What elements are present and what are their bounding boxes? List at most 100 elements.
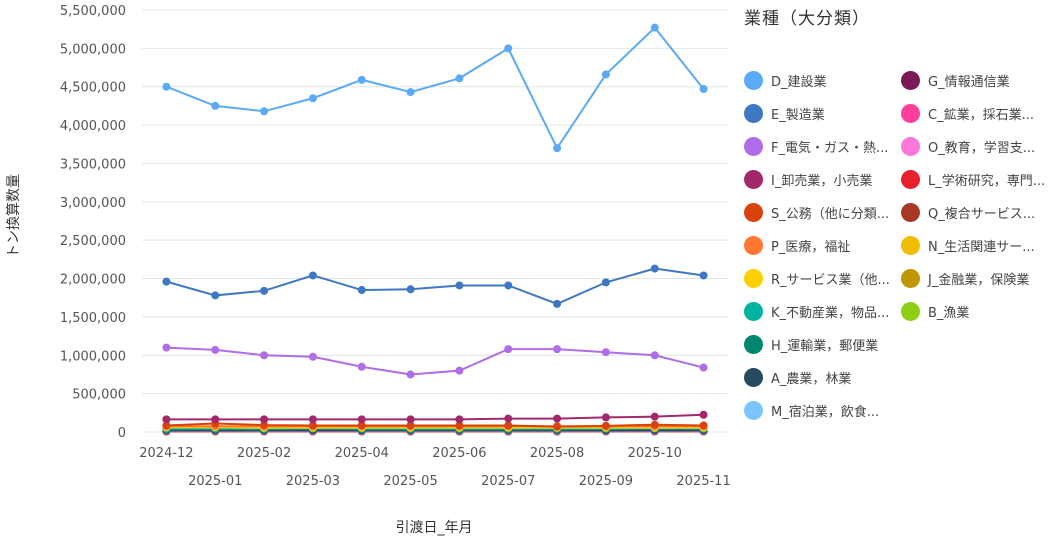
data-point[interactable] bbox=[601, 413, 610, 422]
legend-item[interactable]: L_学術研究，専門... bbox=[901, 163, 1058, 196]
legend-item[interactable]: H_運輸業，郵便業 bbox=[744, 328, 901, 361]
y-tick-label: 2,000,000 bbox=[60, 273, 126, 288]
data-point[interactable] bbox=[162, 343, 171, 352]
data-point[interactable] bbox=[553, 414, 562, 423]
legend-item[interactable]: R_サービス業（他... bbox=[744, 262, 901, 295]
legend-item[interactable]: J_金融業，保険業 bbox=[901, 262, 1058, 295]
legend-color-swatch bbox=[744, 335, 763, 354]
data-point[interactable] bbox=[406, 88, 415, 97]
data-point[interactable] bbox=[553, 345, 562, 354]
data-point[interactable] bbox=[601, 348, 610, 357]
data-point[interactable] bbox=[162, 415, 171, 424]
series-line[interactable] bbox=[162, 410, 708, 424]
series-line[interactable] bbox=[162, 343, 708, 379]
legend-item[interactable]: B_漁業 bbox=[901, 295, 1058, 328]
data-point[interactable] bbox=[504, 44, 513, 53]
data-point[interactable] bbox=[260, 107, 269, 116]
legend-item[interactable]: K_不動産業，物品... bbox=[744, 295, 901, 328]
legend-color-swatch bbox=[744, 269, 763, 288]
x-tick-label: 2025-02 bbox=[237, 446, 291, 461]
legend-item[interactable]: M_宿泊業，飲食... bbox=[744, 394, 901, 427]
data-point[interactable] bbox=[308, 271, 317, 280]
data-point[interactable] bbox=[260, 421, 269, 430]
data-point[interactable] bbox=[357, 286, 366, 295]
data-point[interactable] bbox=[553, 144, 562, 153]
data-point[interactable] bbox=[162, 277, 171, 286]
legend-item[interactable]: A_農業，林業 bbox=[744, 361, 901, 394]
legend-item[interactable]: S_公務（他に分類... bbox=[744, 196, 901, 229]
data-point[interactable] bbox=[504, 281, 513, 290]
data-point[interactable] bbox=[406, 285, 415, 294]
y-tick-label: 1,500,000 bbox=[60, 311, 126, 326]
data-point[interactable] bbox=[211, 101, 220, 110]
data-point[interactable] bbox=[699, 85, 708, 94]
series-lines[interactable] bbox=[162, 23, 708, 436]
legend-color-swatch bbox=[901, 236, 920, 255]
data-point[interactable] bbox=[357, 421, 366, 430]
legend-color-swatch bbox=[901, 302, 920, 321]
legend-label: B_漁業 bbox=[928, 306, 970, 321]
data-point[interactable] bbox=[455, 281, 464, 290]
legend-item[interactable]: O_教育，学習支... bbox=[901, 130, 1058, 163]
legend-label: G_情報通信業 bbox=[928, 75, 1010, 90]
data-point[interactable] bbox=[553, 422, 562, 431]
data-point[interactable] bbox=[162, 82, 171, 91]
data-point[interactable] bbox=[504, 414, 513, 423]
data-point[interactable] bbox=[455, 74, 464, 83]
data-point[interactable] bbox=[406, 421, 415, 430]
data-point[interactable] bbox=[406, 415, 415, 424]
data-point[interactable] bbox=[357, 415, 366, 424]
data-point[interactable] bbox=[650, 412, 659, 421]
data-point[interactable] bbox=[650, 351, 659, 360]
data-point[interactable] bbox=[162, 421, 171, 430]
data-point[interactable] bbox=[308, 352, 317, 361]
data-point[interactable] bbox=[308, 415, 317, 424]
legend-item[interactable]: C_鉱業，採石業... bbox=[901, 97, 1058, 130]
y-tick-label: 3,500,000 bbox=[60, 157, 126, 172]
data-point[interactable] bbox=[553, 299, 562, 308]
legend-label: C_鉱業，採石業... bbox=[928, 108, 1034, 123]
data-point[interactable] bbox=[650, 264, 659, 273]
data-point[interactable] bbox=[455, 421, 464, 430]
data-point[interactable] bbox=[601, 70, 610, 79]
data-point[interactable] bbox=[601, 421, 610, 430]
data-point[interactable] bbox=[308, 421, 317, 430]
legend-item[interactable]: Q_複合サービス... bbox=[901, 196, 1058, 229]
data-point[interactable] bbox=[308, 94, 317, 103]
data-point[interactable] bbox=[211, 291, 220, 300]
legend-color-swatch bbox=[744, 203, 763, 222]
data-point[interactable] bbox=[260, 351, 269, 360]
data-point[interactable] bbox=[504, 345, 513, 354]
legend-label: E_製造業 bbox=[771, 108, 825, 123]
data-point[interactable] bbox=[699, 410, 708, 419]
legend-item[interactable]: P_医療，福祉 bbox=[744, 229, 901, 262]
data-point[interactable] bbox=[650, 23, 659, 32]
legend-item[interactable]: G_情報通信業 bbox=[901, 64, 1058, 97]
data-point[interactable] bbox=[455, 366, 464, 375]
legend-color-swatch bbox=[901, 269, 920, 288]
series-line[interactable] bbox=[162, 264, 708, 308]
data-point[interactable] bbox=[406, 370, 415, 379]
legend-item[interactable]: N_生活関連サー... bbox=[901, 229, 1058, 262]
series-line[interactable] bbox=[162, 23, 708, 153]
legend-item[interactable]: F_電気・ガス・熱... bbox=[744, 130, 901, 163]
legend-item[interactable]: E_製造業 bbox=[744, 97, 901, 130]
data-point[interactable] bbox=[699, 421, 708, 430]
data-point[interactable] bbox=[699, 271, 708, 280]
legend-item[interactable]: D_建設業 bbox=[744, 64, 901, 97]
data-point[interactable] bbox=[455, 415, 464, 424]
data-point[interactable] bbox=[357, 362, 366, 371]
data-point[interactable] bbox=[601, 278, 610, 287]
legend-color-swatch bbox=[744, 302, 763, 321]
series-line[interactable] bbox=[162, 419, 708, 431]
data-point[interactable] bbox=[260, 415, 269, 424]
data-point[interactable] bbox=[699, 363, 708, 372]
legend-label: H_運輸業，郵便業 bbox=[771, 339, 879, 354]
data-point[interactable] bbox=[211, 415, 220, 424]
data-point[interactable] bbox=[211, 345, 220, 354]
data-point[interactable] bbox=[260, 286, 269, 295]
legend-item[interactable]: I_卸売業，小売業 bbox=[744, 163, 901, 196]
data-point[interactable] bbox=[357, 75, 366, 84]
data-point[interactable] bbox=[504, 421, 513, 430]
data-point[interactable] bbox=[650, 420, 659, 429]
